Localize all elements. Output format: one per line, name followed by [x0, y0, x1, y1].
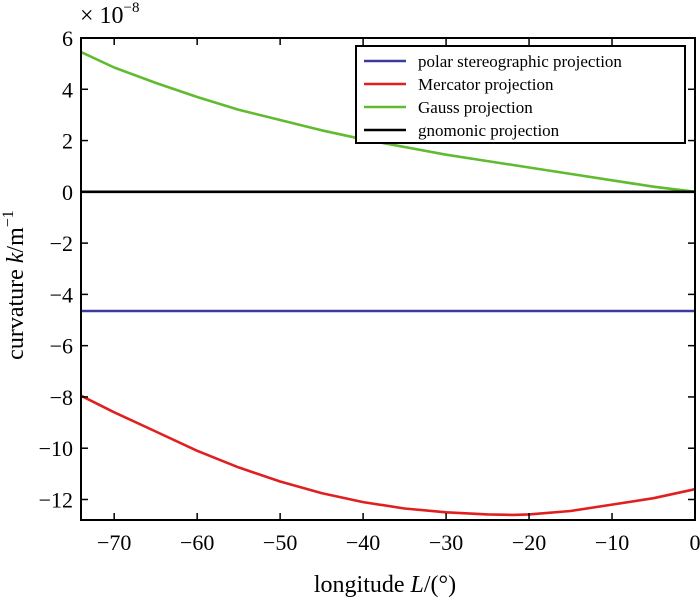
series-line-mercator-projection — [80, 394, 696, 517]
y-tick-label: 0 — [62, 180, 73, 205]
y-tick-label: 4 — [62, 77, 73, 102]
y-tick-label: −2 — [50, 231, 73, 256]
y-multiplier-base: × 10 — [80, 3, 124, 29]
x-tick-label: 0 — [690, 530, 700, 555]
y-multiplier-label: × 10−8 — [80, 0, 140, 29]
legend-label-gauss-projection: Gauss projection — [418, 98, 533, 117]
tick-labels-group: −70 −60 −50 −40 −30 −20 −10 0 6 4 2 0 −2 −4 −6 −8 −10 −12 — [39, 26, 700, 555]
y-tick-label: −4 — [50, 282, 73, 307]
legend-label-mercator-projection: Mercator projection — [418, 75, 554, 94]
x-tick-label: −10 — [595, 530, 629, 555]
x-axis-label: longitude L/(°) — [314, 572, 456, 598]
y-tick-label: 2 — [62, 129, 73, 154]
legend-label-gnomonic-projection: gnomonic projection — [418, 121, 560, 140]
legend-label-polar-stereographic-projection: polar stereographic projection — [418, 52, 622, 71]
x-tick-label: −30 — [429, 530, 463, 555]
y-tick-label: −6 — [50, 334, 73, 359]
x-tick-label: −50 — [263, 530, 297, 555]
x-tick-label: −20 — [512, 530, 546, 555]
y-axis-label: curvature k/m−1 — [0, 210, 29, 360]
x-tick-label: −70 — [97, 530, 131, 555]
y-tick-label: 6 — [62, 26, 73, 51]
x-tick-label: −40 — [346, 530, 380, 555]
x-tick-label: −60 — [180, 530, 214, 555]
legend-box — [355, 45, 686, 144]
y-tick-label: −12 — [39, 487, 73, 512]
legend: polar stereographic projection Mercator p… — [355, 45, 686, 144]
plot-frame — [80, 37, 696, 521]
ticks-group — [81, 37, 696, 520]
y-tick-label: −10 — [39, 436, 73, 461]
y-tick-label: −8 — [50, 385, 73, 410]
y-multiplier-exponent: −8 — [124, 0, 140, 16]
